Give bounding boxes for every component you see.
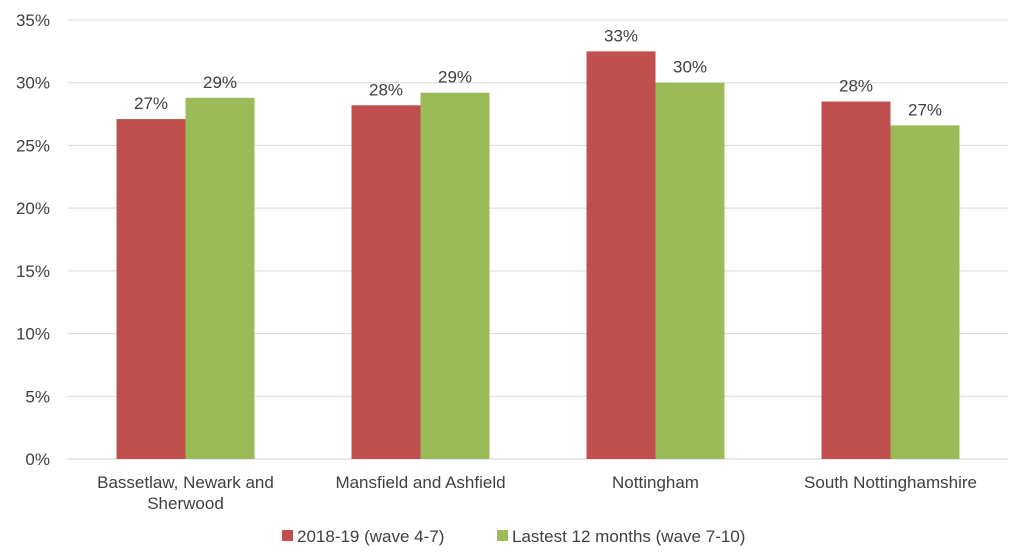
y-tick-label: 0% xyxy=(25,450,50,469)
data-label: 29% xyxy=(203,73,237,92)
bar-series-1 xyxy=(116,119,186,460)
bar-series-2 xyxy=(185,97,255,459)
data-label: 27% xyxy=(134,94,168,113)
y-tick-label: 15% xyxy=(16,262,50,281)
x-category-label: Sherwood xyxy=(147,494,224,513)
bar-series-1 xyxy=(821,101,891,460)
x-category-label: Bassetlaw, Newark and xyxy=(97,473,274,492)
y-tick-label: 35% xyxy=(16,11,50,30)
data-label: 28% xyxy=(369,80,403,99)
legend-swatch xyxy=(497,530,508,541)
bar-series-2 xyxy=(655,82,725,459)
x-category-label: South Nottinghamshire xyxy=(804,473,977,492)
bar-series-2 xyxy=(420,92,490,460)
legend-swatch xyxy=(282,530,293,541)
x-category-label: Mansfield and Ashfield xyxy=(335,473,505,492)
data-label: 29% xyxy=(438,68,472,87)
bar-series-2 xyxy=(890,125,960,460)
data-label: 27% xyxy=(908,100,942,119)
y-tick-label: 20% xyxy=(16,199,50,218)
y-tick-label: 5% xyxy=(25,387,50,406)
bar-series-1 xyxy=(586,51,656,459)
y-tick-label: 10% xyxy=(16,325,50,344)
y-tick-label: 25% xyxy=(16,136,50,155)
data-label: 28% xyxy=(839,77,873,96)
legend-label: 2018-19 (wave 4-7) xyxy=(297,527,444,546)
data-label: 33% xyxy=(604,26,638,45)
y-tick-label: 30% xyxy=(16,74,50,93)
x-category-label: Nottingham xyxy=(612,473,699,492)
legend-label: Lastest 12 months (wave 7-10) xyxy=(512,527,745,546)
data-label: 30% xyxy=(673,58,707,77)
bar-series-1 xyxy=(351,105,421,459)
